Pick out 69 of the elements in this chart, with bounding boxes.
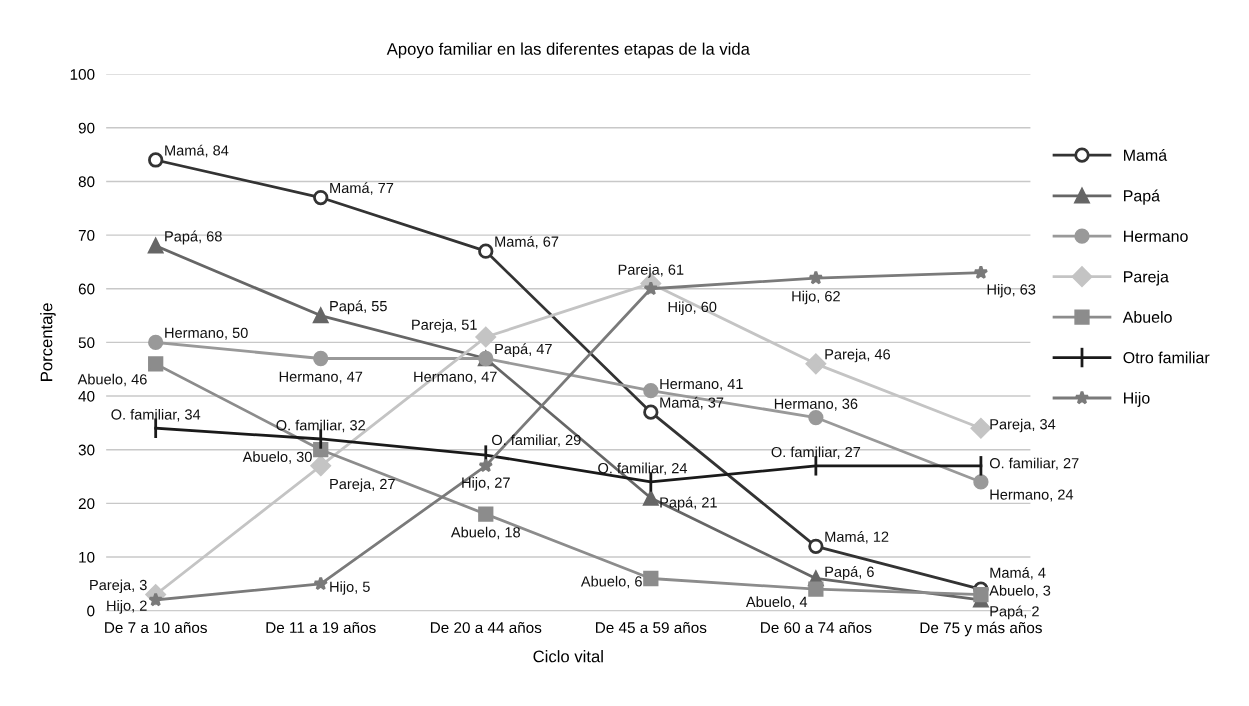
y-tick-label: 0 xyxy=(87,605,95,617)
legend-label: Otro familiar xyxy=(1123,351,1210,364)
data-label: Abuelo, 18 xyxy=(450,526,521,540)
data-label: Hermano, 50 xyxy=(165,327,248,340)
data-label: Hermano, 36 xyxy=(774,398,858,411)
x-tick-label: De 75 y más años xyxy=(920,621,1042,637)
data-label: Hijo, 5 xyxy=(330,581,370,595)
data-label: Papá, 6 xyxy=(825,566,874,580)
data-label: Mamá, 4 xyxy=(990,566,1046,580)
x-tick-label: De 60 a 74 años xyxy=(761,621,872,634)
y-tick-label: 60 xyxy=(78,283,95,295)
data-label: O. familiar, 27 xyxy=(771,446,861,459)
data-label: O. familiar, 34 xyxy=(111,408,201,422)
y-tick-label: 100 xyxy=(70,69,95,80)
legend-label: Hermano xyxy=(1124,230,1188,242)
legend-label: Abuelo xyxy=(1122,311,1172,323)
data-label: Hijo, 60 xyxy=(668,301,717,315)
data-label: Papá, 68 xyxy=(165,230,222,245)
legend-label: Papá xyxy=(1124,189,1161,205)
x-tick-label: De 45 a 59 años xyxy=(596,621,707,634)
y-tick-label: 50 xyxy=(78,337,95,349)
data-label: Pareja, 27 xyxy=(330,478,395,493)
data-label: Mamá, 67 xyxy=(495,235,559,249)
data-label: Hermano, 47 xyxy=(279,371,363,384)
y-tick-label: 70 xyxy=(78,229,95,241)
data-label: Papá, 21 xyxy=(660,496,717,511)
data-label: Hermano, 47 xyxy=(414,371,497,384)
data-label: Papá, 2 xyxy=(990,605,1039,620)
data-label: Pareja, 46 xyxy=(825,348,891,363)
y-tick-label: 80 xyxy=(78,176,95,188)
data-label: Abuelo, 6 xyxy=(580,575,642,589)
data-label: Pareja, 3 xyxy=(90,579,147,594)
data-label: Mamá, 37 xyxy=(660,396,724,410)
data-label: O. familiar, 29 xyxy=(492,434,581,447)
x-tick-label: De 20 a 44 años xyxy=(430,621,542,634)
data-label: Hijo, 62 xyxy=(792,290,840,305)
data-label: Papá, 47 xyxy=(495,343,552,358)
x-axis-title: Ciclo vital xyxy=(533,650,603,663)
data-label: Hijo, 63 xyxy=(987,283,1036,298)
data-label: Hijo, 27 xyxy=(462,477,510,491)
data-label: Hermano, 41 xyxy=(660,378,743,391)
legend-label: Pareja xyxy=(1124,270,1169,286)
data-label: O. familiar, 27 xyxy=(989,457,1079,471)
y-tick-label: 90 xyxy=(78,122,95,134)
x-tick-label: De 7 a 10 años xyxy=(105,621,207,634)
data-label: Mamá, 77 xyxy=(330,182,394,195)
data-label: O. familiar, 32 xyxy=(276,419,365,433)
data-label: Abuelo, 3 xyxy=(989,585,1051,598)
legend-label: Mamá xyxy=(1124,148,1168,161)
data-label: Pareja, 51 xyxy=(412,319,477,333)
data-label: Pareja, 34 xyxy=(990,418,1056,433)
data-label: Abuelo, 46 xyxy=(77,373,147,387)
y-tick-label: 10 xyxy=(79,551,95,563)
y-tick-label: 20 xyxy=(78,498,95,510)
data-label: Hijo, 2 xyxy=(107,600,147,614)
data-label: Papá, 55 xyxy=(330,300,387,315)
chart-title: Apoyo familiar en las diferentes etapas de la vida xyxy=(386,42,750,59)
y-tick-label: 30 xyxy=(78,444,95,456)
x-tick-label: De 11 a 19 años xyxy=(266,621,376,634)
data-label: Abuelo, 30 xyxy=(242,451,312,464)
data-label: Mamá, 12 xyxy=(825,531,889,544)
data-label: Abuelo, 4 xyxy=(745,596,808,609)
legend-label: Hijo xyxy=(1124,392,1150,407)
data-label: Pareja, 61 xyxy=(618,264,684,278)
data-label: Mamá, 84 xyxy=(165,144,229,158)
data-label: O. familiar, 24 xyxy=(598,462,688,476)
data-label: Hermano, 24 xyxy=(990,489,1074,502)
y-tick-label: 40 xyxy=(78,390,95,402)
y-axis-title: Porcentaje xyxy=(40,303,56,381)
